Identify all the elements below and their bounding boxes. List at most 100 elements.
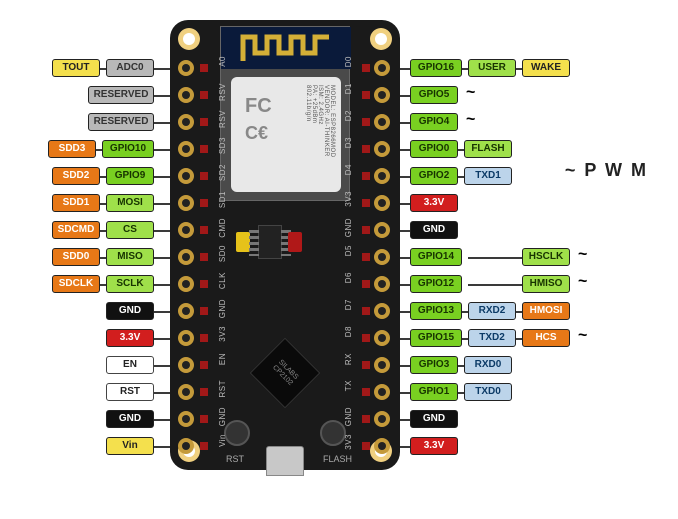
silkscreen-label: TX [338,380,358,407]
pin-tag: TXD1 [464,167,512,185]
pin-tag: 3.3V [410,437,458,455]
pinout-diagram: { "meta": { "title": "ESP8266 NodeMCU Pi… [0,0,678,519]
ce-icon: C€ [245,123,268,144]
micro-usb-icon [266,446,304,476]
module-markings: MODEL: ESP8266MOD VENDOR: AI-THINKER ISM… [305,85,335,158]
silkscreen-label: D2 [338,110,358,137]
pin-tag: GND [106,302,154,320]
silkscreen-label: RST [212,380,232,407]
silkscreen-label: 3V3 [212,326,232,353]
pin-tag: HMISO [522,275,570,293]
silkscreen-label: GND [338,218,358,245]
pin-tag: SDD0 [52,248,100,266]
silkscreen-label: 3V3 [338,434,358,461]
silkscreen-label: D0 [338,56,358,83]
pin-tag: GPIO15 [410,329,462,347]
pin-tag: GND [410,410,458,428]
silkscreen-label: D3 [338,137,358,164]
pin-tag: GND [106,410,154,428]
pin-tag: CS [106,221,154,239]
antenna-icon [221,27,351,69]
pwm-tilde: ~ [466,111,475,129]
pin-pad [178,276,194,292]
pin-tag: GPIO9 [106,167,154,185]
pwm-legend: ~ P W M [565,160,648,181]
pin-tag: GPIO4 [410,113,458,131]
pin-tag: HCS [522,329,570,347]
silkscreen-label: CMD [212,218,232,245]
pin-header-left [178,60,196,465]
pin-pad [374,357,390,373]
mount-hole-icon [178,28,200,50]
pin-tag: USER [468,59,516,77]
pin-tag: Vin [106,437,154,455]
pin-pad [178,330,194,346]
pin-tag: SDD2 [52,167,100,185]
pin-pad [178,357,194,373]
silkscreen-label: 3V3 [338,191,358,218]
pin-tag: SCLK [106,275,154,293]
pin-tag: EN [106,356,154,374]
silkscreen-label: D8 [338,326,358,353]
pwm-tilde: ~ [578,246,587,264]
pin-tag: SDCLK [52,275,100,293]
pin-pad [374,168,390,184]
silkscreen-label: GND [212,407,232,434]
pin-tag: HSCLK [522,248,570,266]
pin-tag: SDCMD [52,221,100,239]
pin-tag: TOUT [52,59,100,77]
pin-pad [374,87,390,103]
pin-tag: GPIO0 [410,140,458,158]
pin-tag: RXD0 [464,356,512,374]
pwm-tilde: ~ [466,84,475,102]
pin-tag: SDD1 [52,194,100,212]
silkscreen-label: D1 [338,83,358,110]
regulator-icon [258,225,282,259]
pin-pad [178,60,194,76]
silkscreen-label: SD3 [212,137,232,164]
silkscreen-label: RX [338,353,358,380]
pin-pad [374,384,390,400]
pin-tag: MISO [106,248,154,266]
pin-pad [178,303,194,319]
pin-tag: TXD0 [464,383,512,401]
silkscreen-label: SD2 [212,164,232,191]
pin-tag: GPIO3 [410,356,458,374]
pin-pad [178,141,194,157]
pin-tag: GPIO16 [410,59,462,77]
pin-pad [374,60,390,76]
pin-tag: SDD3 [48,140,96,158]
pin-pad [374,303,390,319]
pwm-tilde: ~ [578,327,587,345]
pin-tag: ADC0 [106,59,154,77]
pin-pad [374,195,390,211]
pwm-tilde: ~ [578,273,587,291]
pin-tag: 3.3V [410,194,458,212]
pin-tag: RXD2 [468,302,516,320]
pin-tag: TXD2 [468,329,516,347]
silkscreen-label: EN [212,353,232,380]
pin-pad [178,438,194,454]
led-red-icon [288,232,302,252]
rf-shield: FC C€ MODEL: ESP8266MOD VENDOR: AI-THINK… [231,77,341,192]
pin-tag: WAKE [522,59,570,77]
usb-uart-chip: SILABS CP2102 [250,338,321,409]
pin-pad [178,114,194,130]
pin-pad [374,222,390,238]
pin-tag: FLASH [464,140,512,158]
pin-tag: GPIO5 [410,86,458,104]
pin-pad [374,249,390,265]
silkscreen-label: SD1 [212,191,232,218]
silkscreen-label: RSV [212,83,232,110]
silkscreen-label: SD0 [212,245,232,272]
pin-pad [374,141,390,157]
fcc-icon: FC [245,95,272,118]
silkscreen-label: CLK [212,272,232,299]
pin-pad [178,384,194,400]
silkscreen-label: D5 [338,245,358,272]
silkscreen-label: A0 [212,56,232,83]
esp-module: FC C€ MODEL: ESP8266MOD VENDOR: AI-THINK… [220,26,350,201]
silkscreen-label: D4 [338,164,358,191]
pin-pad [374,276,390,292]
led-yellow-icon [236,232,250,252]
